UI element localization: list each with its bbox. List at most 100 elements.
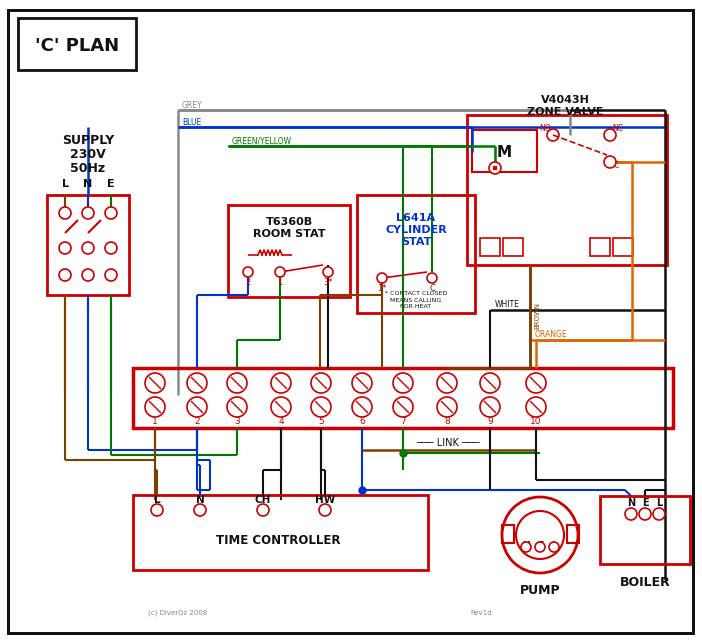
Circle shape	[547, 129, 559, 141]
Text: 230V: 230V	[70, 147, 106, 160]
Circle shape	[604, 156, 616, 168]
Text: PUMP: PUMP	[519, 583, 560, 597]
Bar	[467, 115, 667, 265]
Circle shape	[271, 397, 291, 417]
Text: L: L	[551, 540, 557, 549]
Circle shape	[151, 504, 163, 516]
Text: 50Hz: 50Hz	[70, 162, 105, 174]
Circle shape	[243, 267, 253, 277]
Bar	[133, 495, 428, 570]
Bar	[600, 496, 690, 564]
Text: N: N	[84, 179, 93, 189]
Circle shape	[271, 373, 291, 393]
Circle shape	[311, 397, 331, 417]
Circle shape	[187, 373, 207, 393]
Text: 1: 1	[277, 278, 283, 287]
Bar	[472, 130, 537, 172]
Circle shape	[535, 542, 545, 552]
Text: WHITE: WHITE	[495, 299, 520, 308]
Circle shape	[82, 269, 94, 281]
Circle shape	[82, 242, 94, 254]
Text: 'C' PLAN: 'C' PLAN	[35, 37, 119, 55]
Text: N: N	[627, 498, 635, 508]
Circle shape	[352, 397, 372, 417]
Circle shape	[194, 504, 206, 516]
Text: SUPPLY: SUPPLY	[62, 133, 114, 147]
Text: HW: HW	[315, 495, 335, 505]
Text: 2: 2	[194, 417, 200, 426]
Text: TIME CONTROLLER: TIME CONTROLLER	[216, 533, 340, 547]
Text: Rev1d: Rev1d	[470, 610, 491, 616]
Bar	[133, 368, 673, 428]
Circle shape	[377, 273, 387, 283]
Circle shape	[526, 397, 546, 417]
Circle shape	[319, 504, 331, 516]
Circle shape	[653, 508, 665, 520]
Text: L: L	[656, 498, 662, 508]
Circle shape	[275, 267, 285, 277]
Text: ROOM STAT: ROOM STAT	[253, 229, 325, 239]
Text: NC: NC	[612, 124, 623, 133]
Text: 4: 4	[278, 417, 284, 426]
Circle shape	[437, 373, 457, 393]
Circle shape	[311, 373, 331, 393]
Circle shape	[105, 269, 117, 281]
Bar	[18, 18, 136, 70]
Text: CYLINDER: CYLINDER	[385, 225, 447, 235]
Text: CH: CH	[255, 495, 271, 505]
Circle shape	[427, 273, 437, 283]
Text: E: E	[537, 540, 543, 549]
Circle shape	[604, 129, 616, 141]
Bar	[228, 205, 350, 297]
Circle shape	[105, 207, 117, 219]
Bar	[357, 195, 475, 313]
Text: 3*: 3*	[323, 278, 333, 287]
Bar	[503, 238, 523, 256]
Circle shape	[526, 373, 546, 393]
Circle shape	[549, 542, 559, 552]
Circle shape	[145, 397, 165, 417]
Text: N: N	[522, 540, 530, 549]
Bar	[502, 525, 514, 543]
Bar	[480, 238, 500, 256]
Circle shape	[516, 511, 564, 559]
Circle shape	[352, 373, 372, 393]
Text: ─── LINK ───: ─── LINK ───	[416, 438, 479, 448]
Text: BROWN: BROWN	[534, 301, 540, 328]
Circle shape	[521, 542, 531, 552]
Text: 5: 5	[318, 417, 324, 426]
Text: ZONE VALVE: ZONE VALVE	[526, 107, 603, 117]
Circle shape	[227, 397, 247, 417]
Circle shape	[639, 508, 651, 520]
Text: 1*: 1*	[377, 283, 387, 292]
Text: L: L	[62, 179, 69, 189]
Text: * CONTACT CLOSED
MEANS CALLING
FOR HEAT: * CONTACT CLOSED MEANS CALLING FOR HEAT	[385, 291, 447, 309]
Text: 8: 8	[444, 417, 450, 426]
Text: 3: 3	[234, 417, 240, 426]
Circle shape	[489, 162, 501, 174]
Circle shape	[323, 267, 333, 277]
Circle shape	[82, 207, 94, 219]
Circle shape	[105, 242, 117, 254]
Text: NO: NO	[539, 124, 551, 133]
Text: 6: 6	[359, 417, 365, 426]
Circle shape	[437, 397, 457, 417]
Circle shape	[393, 397, 413, 417]
Text: BOILER: BOILER	[620, 576, 670, 588]
Text: E: E	[107, 179, 115, 189]
Bar	[590, 238, 610, 256]
Text: GREEN/YELLOW: GREEN/YELLOW	[232, 137, 292, 146]
Text: E: E	[642, 498, 649, 508]
Circle shape	[145, 373, 165, 393]
Bar	[47, 195, 129, 295]
Text: L641A: L641A	[397, 213, 435, 223]
Text: 1: 1	[152, 417, 158, 426]
Text: 9: 9	[487, 417, 493, 426]
Circle shape	[257, 504, 269, 516]
Text: 2: 2	[246, 278, 251, 287]
Text: (c) DiverOz 2008: (c) DiverOz 2008	[148, 610, 207, 616]
Circle shape	[480, 397, 500, 417]
Circle shape	[502, 497, 578, 573]
Circle shape	[59, 207, 71, 219]
Bar	[613, 238, 633, 256]
